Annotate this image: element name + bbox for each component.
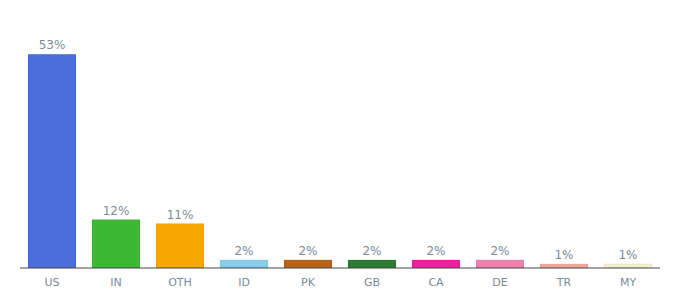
data-label: 1%	[618, 248, 637, 262]
bar	[540, 264, 588, 268]
x-tick-label: OTH	[168, 276, 192, 289]
chart: 53% 12% 11% 2% 2% 2% 2% 2% 1% 1% US IN OTH ID PK GB CA DE…	[0, 0, 680, 300]
data-label: 53%	[39, 38, 66, 52]
x-tick-label: MY	[620, 276, 636, 289]
bar	[28, 54, 76, 268]
bar	[284, 260, 332, 268]
bar	[604, 264, 652, 268]
data-label: 1%	[554, 248, 573, 262]
data-label: 2%	[234, 244, 253, 258]
data-label: 2%	[298, 244, 317, 258]
x-tick-label: PK	[301, 276, 316, 289]
bar	[220, 260, 268, 268]
bar	[92, 220, 140, 268]
data-labels: 53% 12% 11% 2% 2% 2% 2% 2% 1% 1%	[39, 38, 638, 262]
bars	[28, 54, 652, 268]
bar	[412, 260, 460, 268]
x-tick-label: GB	[364, 276, 380, 289]
chart-container: 53% 12% 11% 2% 2% 2% 2% 2% 1% 1% US IN OTH ID PK GB CA DE…	[0, 0, 680, 300]
plot-area	[20, 54, 660, 268]
bar	[156, 224, 204, 268]
x-tick-label: US	[44, 276, 59, 289]
data-label: 12%	[103, 204, 130, 218]
x-axis-line	[20, 268, 660, 269]
x-tick-label: IN	[110, 276, 121, 289]
x-tick-label: DE	[492, 276, 507, 289]
bar	[348, 260, 396, 268]
data-label: 2%	[426, 244, 445, 258]
x-tick-labels: US IN OTH ID PK GB CA DE TR MY	[44, 276, 636, 289]
data-label: 2%	[362, 244, 381, 258]
data-label: 2%	[490, 244, 509, 258]
data-label: 11%	[167, 208, 194, 222]
x-tick-label: ID	[238, 276, 250, 289]
x-tick-label: CA	[428, 276, 444, 289]
bar	[476, 260, 524, 268]
x-tick-label: TR	[556, 276, 572, 289]
